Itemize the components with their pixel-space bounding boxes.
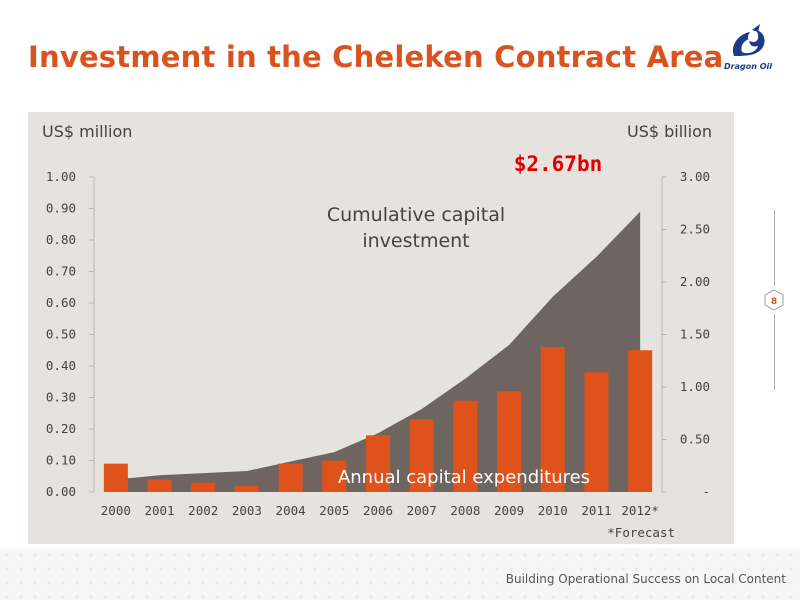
year-label: 2003 xyxy=(232,503,262,518)
footer-tagline: Building Operational Success on Local Co… xyxy=(505,572,786,586)
left-tick-label: 0.10 xyxy=(46,453,76,468)
annual-capex-bar xyxy=(234,485,259,492)
total-investment-label: $2.67bn xyxy=(514,152,603,176)
year-label: 2006 xyxy=(363,503,393,518)
page-number-badge: 8 xyxy=(764,289,784,311)
left-tick-label: 0.20 xyxy=(46,421,76,436)
right-tick-label: 0.50 xyxy=(680,432,710,447)
year-label: 2007 xyxy=(407,503,437,518)
company-logo: Dragon Oil xyxy=(712,22,784,74)
year-label: 2011 xyxy=(581,503,611,518)
right-axis-label: US$ billion xyxy=(627,122,712,141)
annual-capex-bar xyxy=(147,479,172,492)
right-tick-label: 2.50 xyxy=(680,222,710,237)
annual-capex-bar xyxy=(497,391,522,492)
year-label: 2008 xyxy=(450,503,480,518)
page-title: Investment in the Cheleken Contract Area xyxy=(28,40,724,74)
left-tick-label: 1.00 xyxy=(46,169,76,184)
annual-capex-bar xyxy=(628,350,653,492)
year-label: 2005 xyxy=(319,503,349,518)
year-label: 2001 xyxy=(144,503,174,518)
dragon-icon xyxy=(732,24,765,56)
page-number: 8 xyxy=(771,297,777,307)
cumulative-label-line2: investment xyxy=(362,230,469,252)
right-tick-label: 3.00 xyxy=(680,169,710,184)
right-tick-label: - xyxy=(702,484,710,499)
annual-capex-bar xyxy=(322,460,347,492)
year-label: 2000 xyxy=(101,503,131,518)
left-tick-label: 0.30 xyxy=(46,390,76,405)
annual-capex-bar xyxy=(366,435,390,492)
left-tick-label: 0.60 xyxy=(46,295,76,310)
left-tick-label: 0.70 xyxy=(46,264,76,279)
year-label: 2009 xyxy=(494,503,524,518)
footer-pattern xyxy=(0,548,800,600)
left-tick-label: 0.80 xyxy=(46,232,76,247)
logo-text: Dragon Oil xyxy=(724,62,772,71)
right-tick-label: 1.50 xyxy=(680,327,710,342)
cumulative-label-line1: Cumulative capital xyxy=(327,204,505,226)
left-axis-label: US$ million xyxy=(42,122,132,141)
left-tick-label: 0.00 xyxy=(46,484,76,499)
side-divider-top xyxy=(774,210,775,286)
annual-capex-bar xyxy=(584,372,609,492)
chart: US$ million US$ billion 0.00 0.10 0.20 0.30… xyxy=(42,122,712,540)
year-label: 2012* xyxy=(621,503,659,518)
annual-capex-bar xyxy=(453,400,478,492)
year-label: 2010 xyxy=(538,503,568,518)
annual-capex-bar xyxy=(278,463,303,492)
annual-capex-bar xyxy=(409,419,434,492)
annual-capex-bar xyxy=(191,482,216,492)
annual-capex-bar xyxy=(540,347,565,492)
right-tick-label: 2.00 xyxy=(680,274,710,289)
forecast-note: *Forecast xyxy=(607,525,675,540)
left-tick-label: 0.90 xyxy=(46,201,76,216)
right-tick-label: 1.00 xyxy=(680,379,710,394)
left-tick-label: 0.50 xyxy=(46,327,76,342)
year-label: 2004 xyxy=(276,503,306,518)
left-tick-label: 0.40 xyxy=(46,358,76,373)
annual-capex-bar xyxy=(103,463,128,492)
year-label: 2002 xyxy=(188,503,218,518)
side-divider-bottom xyxy=(774,314,775,390)
annual-expenditures-label: Annual capital expenditures xyxy=(338,467,590,488)
